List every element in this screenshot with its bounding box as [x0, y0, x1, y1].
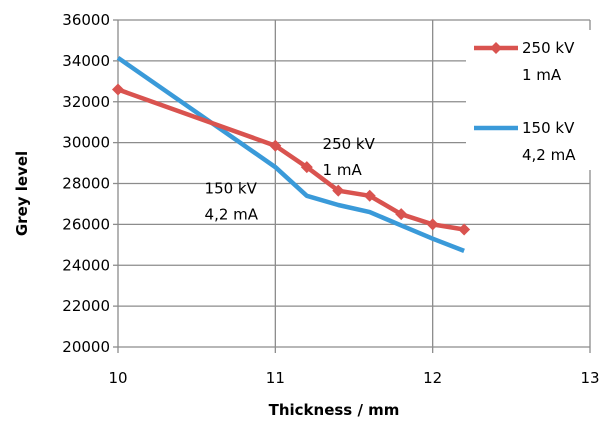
data-point-marker — [332, 184, 345, 197]
y-tick-label: 34000 — [62, 52, 110, 70]
series-line-1 — [116, 55, 465, 253]
y-tick-label: 22000 — [62, 297, 110, 315]
series-line-0 — [117, 87, 465, 232]
y-tick-label: 20000 — [62, 338, 110, 356]
data-point-marker — [395, 208, 408, 221]
data-point-marker — [426, 218, 439, 231]
legend-marker — [490, 42, 502, 54]
grid — [117, 19, 591, 348]
legend: 250 kV 1 mA 150 kV 4,2 mA — [466, 30, 596, 170]
y-tick-label: 30000 — [62, 134, 110, 152]
data-point-marker — [458, 223, 471, 236]
y-tick-label: 36000 — [62, 11, 110, 29]
y-tick-label: 24000 — [62, 256, 110, 274]
x-tick-label: 12 — [423, 369, 442, 387]
annotation-line2: 1 mA — [323, 161, 363, 179]
data-point-marker — [300, 161, 313, 174]
annotation-line1: 250 kV — [323, 135, 376, 153]
y-tick-label: 26000 — [62, 215, 110, 233]
series — [112, 55, 471, 253]
x-tick-label: 11 — [266, 369, 285, 387]
data-point-marker — [112, 83, 124, 96]
legend-entry-line2: 1 mA — [522, 66, 562, 84]
annotations: 250 kV 1 mA 150 kV 4,2 mA — [205, 135, 376, 224]
annotation-line1: 150 kV — [205, 180, 258, 198]
data-point-marker — [363, 189, 376, 202]
data-point-marker — [269, 139, 282, 152]
annotation-line2: 4,2 mA — [205, 206, 259, 224]
legend-entry-line1: 250 kV — [522, 39, 575, 57]
y-tick-label: 32000 — [62, 93, 110, 111]
y-tick-label: 28000 — [62, 175, 110, 193]
legend-entry-line2: 4,2 mA — [522, 146, 576, 164]
x-tick-label: 13 — [580, 369, 599, 387]
legend-entry-line1: 150 kV — [522, 119, 575, 137]
y-axis-title: Grey level — [13, 151, 31, 236]
axes: 20000 22000 24000 26000 28000 30000 32000 34000… — [62, 11, 599, 387]
x-axis-title: Thickness / mm — [269, 401, 400, 419]
x-tick-label: 10 — [108, 369, 127, 387]
legend-background — [466, 30, 596, 170]
